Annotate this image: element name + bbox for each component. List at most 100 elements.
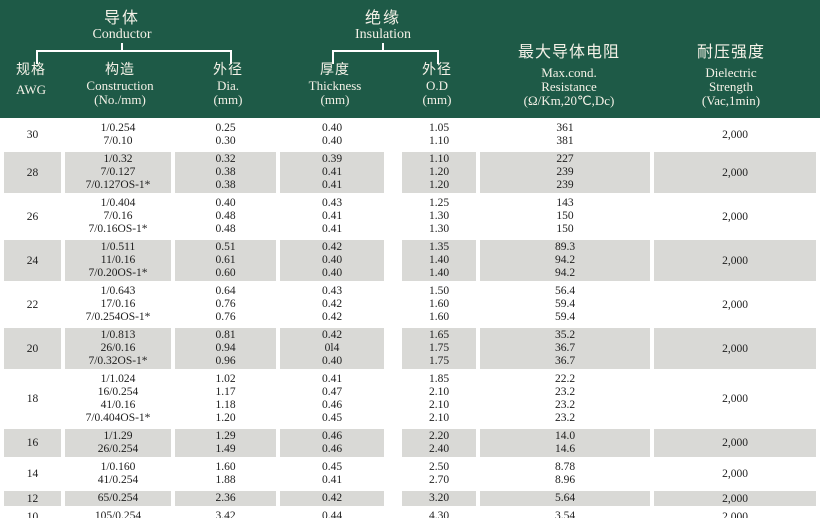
cell-line: 8.78 — [554, 461, 576, 473]
dia-cell: 3.42 — [175, 509, 276, 518]
cell-line: 0.48 — [215, 223, 236, 235]
awg-cell: 26 — [26, 210, 39, 223]
dia-cell: 0.81 0.94 0.96 — [175, 328, 276, 369]
column-gap — [388, 196, 398, 237]
construction-cell: 1/0.643 17/0.16 7/0.254OS-1* — [65, 284, 171, 325]
cell-line: 1.20 — [215, 412, 236, 424]
cell-line: 150 — [556, 210, 574, 222]
table-row: 10 105/0.254 3.42 0.44 4.30 3.54 2,000 — [4, 509, 816, 518]
column-header-resistance: 最大导体电阻 Max.cond. Resistance (Ω/Km,20℃,Dc… — [518, 43, 620, 108]
column-header-dielectric-en2: Strength — [708, 79, 754, 94]
column-header-dia-cn: 外径 — [213, 63, 243, 78]
conductor-group-title-en: Conductor — [92, 27, 152, 42]
cell-line: 26/0.254 — [97, 443, 139, 455]
conductor-bracket-stem — [121, 43, 123, 50]
cell-line: 1.18 — [215, 399, 236, 411]
cell-line: 1.50 — [428, 285, 450, 297]
cell-line: 1/0.160 — [100, 461, 136, 473]
awg-cell: 28 — [4, 152, 61, 193]
cell-line: 0.45 — [321, 412, 343, 424]
column-gap — [388, 429, 398, 457]
cell-line: 0.41 — [321, 223, 343, 235]
cell-line: 0.42 — [321, 329, 343, 341]
cell-line: 0.61 — [215, 254, 236, 266]
od-cell: 2.20 2.40 — [402, 429, 476, 457]
resistance-cell: 14.0 14.6 — [480, 429, 650, 457]
cell-line: 1/0.511 — [100, 241, 136, 253]
cell-line: 0.81 — [215, 329, 236, 341]
cell-line: 0.94 — [215, 342, 236, 354]
cell-line: 16/0.254 — [97, 386, 139, 398]
column-header-awg-cn: 规格 — [15, 63, 46, 78]
spec-table: 30 1/0.254 7/0.10 0.25 0.30 0.40 0.40 1.05 1… — [0, 118, 820, 518]
cell-line: 1.60 — [215, 461, 236, 473]
column-header-resistance-cn: 最大导体电阻 — [517, 44, 621, 61]
awg-cell: 14 — [26, 468, 39, 480]
dia-cell: 0.51 0.61 0.60 — [175, 240, 276, 281]
cell-line: 0.25 — [215, 122, 236, 134]
awg-cell: 10 — [26, 510, 39, 518]
cell-line: 0.41 — [321, 179, 343, 191]
cell-line: 7/0.10 — [103, 135, 133, 147]
cell-line: 0.46 — [321, 443, 343, 455]
cell-line: 0.40 — [321, 267, 343, 279]
cell-line: 1.88 — [215, 474, 236, 486]
cell-line: 1.60 — [428, 311, 450, 323]
column-header-od: 外径 O.D (mm) — [422, 62, 452, 107]
cell-line: 7/0.404OS-1* — [85, 412, 151, 424]
construction-cell: 1/0.160 41/0.254 — [65, 460, 171, 488]
thickness-cell: 0.39 0.41 0.41 — [280, 152, 384, 193]
cell-line: 0.43 — [321, 197, 343, 209]
cell-line: 0.41 — [321, 474, 343, 486]
table-row: 12 65/0.254 2.36 0.42 3.20 5.64 2,000 — [4, 491, 816, 506]
cell-line: 0.46 — [321, 430, 343, 442]
cell-line: 239 — [556, 166, 574, 178]
table-row: 14 1/0.160 41/0.254 1.60 1.88 0.45 0.41 2.5… — [4, 460, 816, 488]
od-cell: 4.30 — [402, 509, 476, 518]
dielectric-cell: 2,000 — [654, 328, 816, 369]
cell-line: 94.2 — [554, 254, 576, 266]
cell-line: 0.76 — [215, 311, 236, 323]
od-cell: 1.50 1.60 1.60 — [402, 284, 476, 325]
column-header-thickness-cn: 厚度 — [320, 63, 350, 78]
dia-cell: 1.02 1.17 1.18 1.20 — [175, 372, 276, 426]
cell-line: 4.30 — [428, 510, 450, 518]
cell-line: 0.41 — [321, 210, 343, 222]
dielectric-cell: 2,000 — [654, 491, 816, 506]
column-header-awg-en: AWG — [15, 82, 47, 97]
dielectric-cell: 2,000 — [654, 429, 816, 457]
thickness-cell: 0.41 0.47 0.46 0.45 — [280, 372, 384, 426]
cell-line: 0.44 — [321, 510, 343, 518]
cell-line: 89.3 — [554, 241, 576, 253]
resistance-cell: 361 381 — [480, 121, 650, 149]
cell-line: 1.60 — [428, 298, 450, 310]
cell-line: 361 — [556, 122, 574, 134]
cell-line: 0.42 — [321, 298, 343, 310]
column-header-awg: 规格 AWG — [16, 62, 46, 97]
insulation-group-title-cn: 绝缘 — [364, 10, 401, 27]
dielectric-cell: 2,000 — [654, 240, 816, 281]
cell-line: 0.42 — [321, 241, 343, 253]
table-row: 28 1/0.32 7/0.127 7/0.127OS-1* 0.32 0.38 0.3… — [4, 152, 816, 193]
cell-line: 41/0.16 — [100, 399, 136, 411]
cell-line: 2.36 — [215, 492, 236, 504]
cell-line: 22.2 — [554, 373, 576, 385]
cell-line: 0.45 — [321, 461, 343, 473]
cell-line: 7/0.254OS-1* — [85, 311, 151, 323]
insulation-bracket-stem — [382, 43, 384, 50]
dia-cell: 1.60 1.88 — [175, 460, 276, 488]
cell-line: 3.20 — [428, 492, 450, 504]
cell-line: 1.29 — [215, 430, 236, 442]
column-header-construction-en: Construction — [86, 78, 154, 93]
construction-cell: 1/0.813 26/0.16 7/0.32OS-1* — [65, 328, 171, 369]
cell-line: 105/0.254 — [94, 510, 142, 518]
cell-line: 59.4 — [554, 298, 576, 310]
column-header-resistance-en2: Resistance — [541, 79, 597, 94]
cell-line: 0.40 — [321, 135, 343, 147]
resistance-cell: 227 239 239 — [480, 152, 650, 193]
thickness-cell: 0.42 0.40 0.40 — [280, 240, 384, 281]
insulation-bracket — [332, 50, 439, 64]
thickness-cell: 0.43 0.41 0.41 — [280, 196, 384, 237]
thickness-cell: 0.46 0.46 — [280, 429, 384, 457]
cell-line: 2.10 — [428, 412, 450, 424]
